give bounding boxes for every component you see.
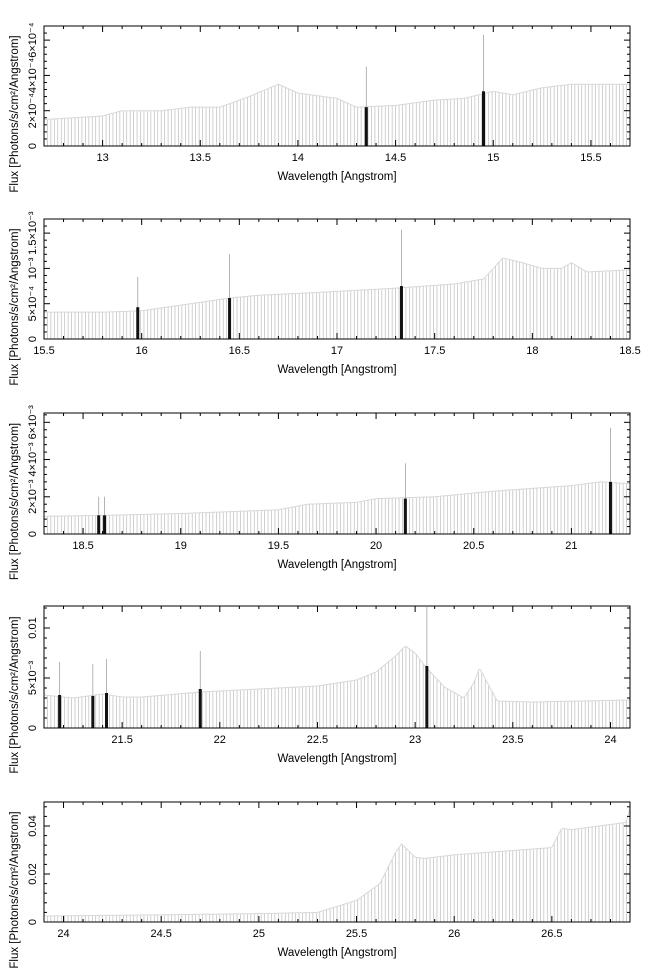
x-tick-label: 26.5 [541, 928, 562, 940]
y-axis-label: Flux [Photons/s/cm²/Angstrom] [9, 423, 21, 580]
x-tick-label: 24 [604, 734, 616, 746]
y-tick-label: 0 [27, 531, 39, 537]
x-tick-label: 13 [96, 152, 108, 164]
x-tick-label: 22.5 [307, 734, 328, 746]
y-tick-label: 6×10⁻⁴ [27, 22, 39, 58]
x-tick-label: 23 [409, 734, 421, 746]
continuum-envelope [44, 257, 631, 313]
continuum-envelope [43, 807, 631, 917]
y-tick-label: 0.04 [27, 815, 39, 836]
x-tick-label: 13.5 [190, 152, 211, 164]
x-tick-label: 18.5 [619, 345, 640, 357]
y-axis-label: Flux [Photons/s/cm²/Angstrom] [9, 811, 21, 968]
x-tick-label: 15.5 [33, 345, 54, 357]
continuum-stems [43, 646, 631, 728]
x-tick-label: 21 [565, 540, 577, 552]
continuum-envelope [43, 645, 631, 703]
y-tick-label: 0 [27, 143, 39, 149]
x-tick-label: 21.5 [111, 734, 132, 746]
line-bar-1 [97, 515, 101, 534]
chart-panel-1: 13 13.5 14 14.5 15 15.5 0 2×10⁻⁴4×10⁻⁴6×10⁻⁴ Wav… [9, 22, 631, 193]
x-tick-label: 22 [214, 734, 226, 746]
y-tick-label: 4×10⁻³ [27, 442, 39, 477]
x-tick-label: 17.5 [424, 345, 445, 357]
x-axis-label: Wavelength [Angstrom] [277, 171, 396, 183]
line-bar-3 [105, 693, 109, 728]
x-tick-label: 18.5 [72, 540, 93, 552]
x-tick-label: 23.5 [502, 734, 523, 746]
x-tick-label: 14.5 [385, 152, 406, 164]
x-tick-label: 14 [292, 152, 304, 164]
x-axis-label: Wavelength [Angstrom] [277, 559, 396, 571]
chart-panel-2: 15.5 16 16.5 17 17.5 18 18.5 0 5×10⁻⁴ 10⁻³ 1.5×10⁻… [9, 211, 641, 386]
continuum-envelope [43, 481, 631, 517]
y-tick-label: 6×10⁻³ [27, 405, 39, 440]
y-tick-label: 0 [27, 336, 39, 342]
line-bar-2 [91, 696, 95, 728]
continuum-envelope [43, 83, 630, 121]
line-bar-5 [425, 666, 429, 728]
line-bar-3 [399, 286, 403, 339]
y-tick-label: 0.01 [27, 617, 39, 638]
y-tick-label: 0 [27, 919, 39, 925]
y-tick-label: 2×10⁻⁴ [27, 93, 39, 129]
line-bar-4 [608, 481, 612, 534]
x-tick-label: 16 [136, 345, 148, 357]
x-tick-label: 24.5 [150, 928, 171, 940]
y-axis-label: Flux [Photons/s/cm²/Angstrom] [9, 35, 21, 192]
y-tick-label: 0.02 [27, 863, 39, 884]
y-tick-label: 5×10⁻⁴ [27, 286, 39, 322]
x-tick-label: 26 [448, 928, 460, 940]
x-tick-label: 20.5 [463, 540, 484, 552]
line-bar-2 [228, 298, 232, 339]
x-tick-label: 17 [331, 345, 343, 357]
y-tick-label: 10⁻³ [27, 257, 39, 279]
x-axis-label: Wavelength [Angstrom] [277, 364, 396, 376]
chart-panel-3: 18.5 19 19.5 20 20.5 21 0 2×10⁻³ 4×10⁻³ 6×10⁻³ Wav… [9, 405, 631, 580]
x-tick-label: 25.5 [346, 928, 367, 940]
line-bar-1 [58, 695, 62, 728]
y-axis-label: Flux [Photons/s/cm²/Angstrom] [9, 616, 21, 773]
x-tick-label: 16.5 [229, 345, 250, 357]
x-tick-label: 20 [370, 540, 382, 552]
line-bar-1 [136, 307, 140, 339]
y-axis-label: Flux [Photons/s/cm²/Angstrom] [9, 228, 21, 385]
y-tick-label: 1.5×10⁻³ [27, 211, 39, 255]
x-tick-label: 15.5 [580, 152, 601, 164]
continuum-stems [43, 84, 631, 146]
line-bar-3 [403, 498, 407, 534]
chart-panel-4: 21.5 22 22.5 23 23.5 24 0 5×10⁻³ 0.01 Wavelength … [9, 605, 631, 774]
line-bar-2 [482, 91, 485, 146]
continuum-stems [43, 481, 631, 534]
line-bar-1 [364, 107, 368, 146]
x-axis-label: Wavelength [Angstrom] [277, 947, 396, 959]
x-tick-label: 19 [175, 540, 187, 552]
y-tick-label: 0 [27, 725, 39, 731]
y-tick-label: 5×10⁻³ [27, 661, 39, 696]
x-tick-label: 19.5 [268, 540, 289, 552]
plot-frame [43, 801, 631, 923]
x-tick-label: 15 [487, 152, 499, 164]
chart-panel-5: 24 24.5 25 25.5 26 26.5 0 0.02 0.04 Wavelength [A… [9, 801, 631, 969]
line-bar-2 [103, 515, 107, 534]
x-tick-label: 25 [253, 928, 265, 940]
y-tick-label: 2×10⁻³ [27, 479, 39, 514]
y-tick-label: 4×10⁻⁴ [27, 57, 39, 93]
x-tick-label: 18 [526, 345, 538, 357]
continuum-stems [43, 808, 631, 922]
continuum-stems [43, 258, 631, 339]
x-tick-label: 24 [57, 928, 69, 940]
line-bar-4 [198, 689, 202, 728]
x-axis-label: Wavelength [Angstrom] [277, 753, 396, 765]
